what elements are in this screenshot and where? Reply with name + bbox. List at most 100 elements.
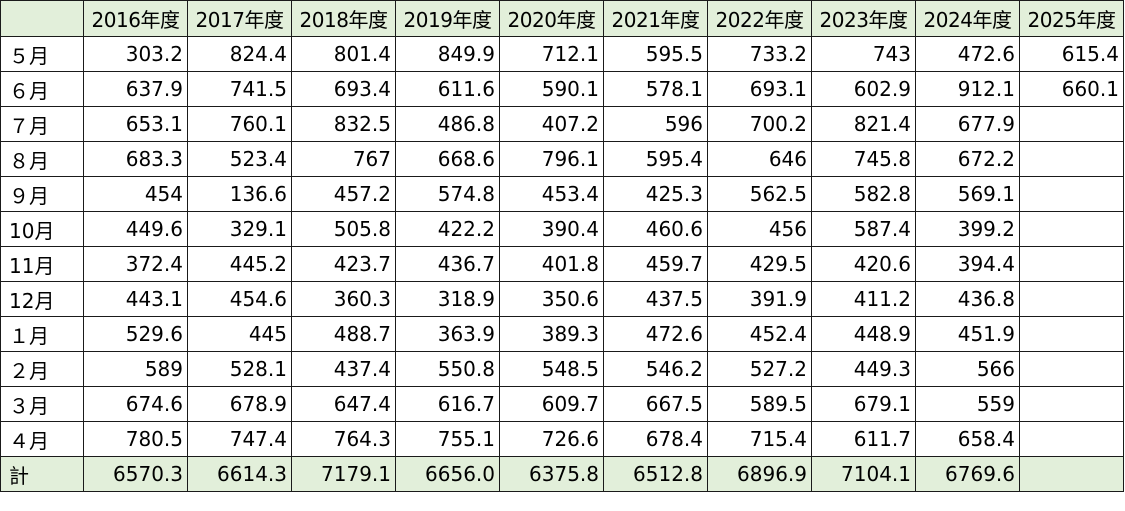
total-value-cell[interactable]: 6656.0 <box>395 456 500 492</box>
value-cell[interactable]: 443.1 <box>83 281 188 317</box>
value-cell[interactable] <box>1019 106 1124 142</box>
value-cell[interactable]: 407.2 <box>499 106 604 142</box>
month-label-cell[interactable]: ３月 <box>0 386 84 422</box>
value-cell[interactable]: 849.9 <box>395 36 500 72</box>
value-cell[interactable]: 449.3 <box>811 351 916 387</box>
value-cell[interactable]: 646 <box>707 141 812 177</box>
value-cell[interactable]: 578.1 <box>603 71 708 107</box>
value-cell[interactable]: 488.7 <box>291 316 396 352</box>
value-cell[interactable]: 425.3 <box>603 176 708 212</box>
value-cell[interactable]: 505.8 <box>291 211 396 247</box>
value-cell[interactable] <box>1019 316 1124 352</box>
value-cell[interactable]: 693.1 <box>707 71 812 107</box>
total-value-cell[interactable]: 6614.3 <box>187 456 292 492</box>
value-cell[interactable]: 360.3 <box>291 281 396 317</box>
value-cell[interactable]: 733.2 <box>707 36 812 72</box>
value-cell[interactable]: 672.2 <box>915 141 1020 177</box>
value-cell[interactable]: 674.6 <box>83 386 188 422</box>
value-cell[interactable]: 595.4 <box>603 141 708 177</box>
value-cell[interactable] <box>1019 176 1124 212</box>
value-cell[interactable]: 677.9 <box>915 106 1020 142</box>
total-value-cell[interactable] <box>1019 456 1124 492</box>
value-cell[interactable]: 318.9 <box>395 281 500 317</box>
value-cell[interactable]: 389.3 <box>499 316 604 352</box>
value-cell[interactable] <box>1019 421 1124 457</box>
value-cell[interactable]: 821.4 <box>811 106 916 142</box>
value-cell[interactable]: 678.4 <box>603 421 708 457</box>
value-cell[interactable]: 456 <box>707 211 812 247</box>
value-cell[interactable]: 559 <box>915 386 1020 422</box>
value-cell[interactable]: 303.2 <box>83 36 188 72</box>
value-cell[interactable]: 472.6 <box>915 36 1020 72</box>
value-cell[interactable]: 459.7 <box>603 246 708 282</box>
value-cell[interactable]: 454.6 <box>187 281 292 317</box>
header-cell-2021[interactable]: 2021年度 <box>603 0 708 37</box>
value-cell[interactable]: 667.5 <box>603 386 708 422</box>
month-label-cell[interactable]: ２月 <box>0 351 84 387</box>
value-cell[interactable]: 457.2 <box>291 176 396 212</box>
header-cell-2024[interactable]: 2024年度 <box>915 0 1020 37</box>
value-cell[interactable]: 726.6 <box>499 421 604 457</box>
value-cell[interactable]: 582.8 <box>811 176 916 212</box>
value-cell[interactable]: 391.9 <box>707 281 812 317</box>
value-cell[interactable]: 562.5 <box>707 176 812 212</box>
value-cell[interactable] <box>1019 386 1124 422</box>
value-cell[interactable] <box>1019 211 1124 247</box>
value-cell[interactable]: 527.2 <box>707 351 812 387</box>
value-cell[interactable]: 453.4 <box>499 176 604 212</box>
value-cell[interactable]: 653.1 <box>83 106 188 142</box>
value-cell[interactable]: 764.3 <box>291 421 396 457</box>
value-cell[interactable]: 372.4 <box>83 246 188 282</box>
month-label-cell[interactable]: １月 <box>0 316 84 352</box>
header-cell-2023[interactable]: 2023年度 <box>811 0 916 37</box>
value-cell[interactable]: 589 <box>83 351 188 387</box>
value-cell[interactable]: 824.4 <box>187 36 292 72</box>
value-cell[interactable]: 700.2 <box>707 106 812 142</box>
value-cell[interactable]: 445 <box>187 316 292 352</box>
value-cell[interactable]: 679.1 <box>811 386 916 422</box>
value-cell[interactable]: 436.8 <box>915 281 1020 317</box>
month-label-cell[interactable]: ４月 <box>0 421 84 457</box>
value-cell[interactable]: 745.8 <box>811 141 916 177</box>
value-cell[interactable]: 660.1 <box>1019 71 1124 107</box>
total-value-cell[interactable]: 6896.9 <box>707 456 812 492</box>
value-cell[interactable]: 747.4 <box>187 421 292 457</box>
value-cell[interactable]: 616.7 <box>395 386 500 422</box>
value-cell[interactable]: 460.6 <box>603 211 708 247</box>
value-cell[interactable]: 678.9 <box>187 386 292 422</box>
value-cell[interactable] <box>1019 246 1124 282</box>
value-cell[interactable] <box>1019 281 1124 317</box>
corner-cell[interactable] <box>0 0 84 37</box>
value-cell[interactable]: 668.6 <box>395 141 500 177</box>
value-cell[interactable]: 760.1 <box>187 106 292 142</box>
total-value-cell[interactable]: 6375.8 <box>499 456 604 492</box>
value-cell[interactable]: 589.5 <box>707 386 812 422</box>
value-cell[interactable]: 436.7 <box>395 246 500 282</box>
value-cell[interactable]: 437.4 <box>291 351 396 387</box>
value-cell[interactable]: 445.2 <box>187 246 292 282</box>
value-cell[interactable]: 454 <box>83 176 188 212</box>
month-label-cell[interactable]: 11月 <box>0 246 84 282</box>
header-cell-2017[interactable]: 2017年度 <box>187 0 292 37</box>
value-cell[interactable]: 390.4 <box>499 211 604 247</box>
value-cell[interactable]: 611.7 <box>811 421 916 457</box>
total-label-cell[interactable]: 計 <box>0 456 84 492</box>
value-cell[interactable]: 550.8 <box>395 351 500 387</box>
value-cell[interactable]: 596 <box>603 106 708 142</box>
value-cell[interactable]: 451.9 <box>915 316 1020 352</box>
header-cell-2018[interactable]: 2018年度 <box>291 0 396 37</box>
value-cell[interactable]: 574.8 <box>395 176 500 212</box>
value-cell[interactable]: 566 <box>915 351 1020 387</box>
month-label-cell[interactable]: ５月 <box>0 36 84 72</box>
value-cell[interactable]: 715.4 <box>707 421 812 457</box>
value-cell[interactable]: 411.2 <box>811 281 916 317</box>
value-cell[interactable]: 423.7 <box>291 246 396 282</box>
value-cell[interactable]: 452.4 <box>707 316 812 352</box>
value-cell[interactable]: 437.5 <box>603 281 708 317</box>
value-cell[interactable]: 401.8 <box>499 246 604 282</box>
value-cell[interactable]: 647.4 <box>291 386 396 422</box>
value-cell[interactable]: 780.5 <box>83 421 188 457</box>
month-label-cell[interactable]: ８月 <box>0 141 84 177</box>
value-cell[interactable]: 595.5 <box>603 36 708 72</box>
month-label-cell[interactable]: ９月 <box>0 176 84 212</box>
